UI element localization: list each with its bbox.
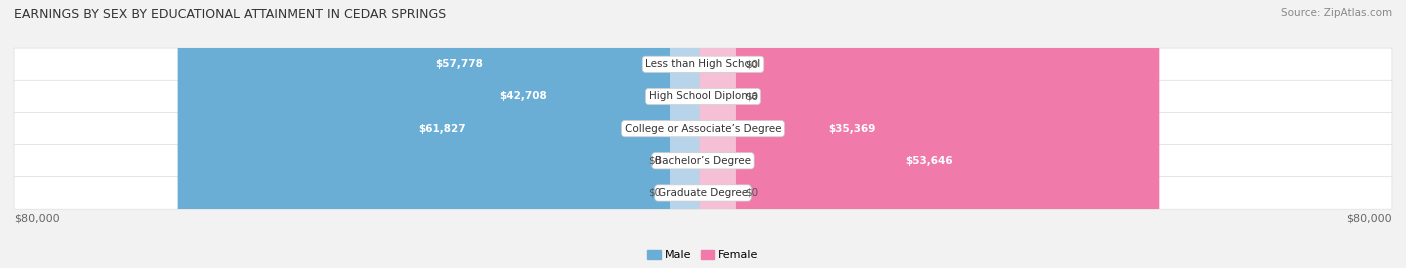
FancyBboxPatch shape (212, 0, 706, 268)
Text: High School Diploma: High School Diploma (648, 91, 758, 102)
Text: $0: $0 (648, 156, 661, 166)
Text: $35,369: $35,369 (828, 124, 876, 134)
Text: Graduate Degree: Graduate Degree (658, 188, 748, 198)
FancyBboxPatch shape (14, 80, 1392, 113)
Text: $53,646: $53,646 (905, 156, 953, 166)
Text: $80,000: $80,000 (1347, 214, 1392, 224)
Text: $61,827: $61,827 (418, 124, 465, 134)
Text: College or Associate’s Degree: College or Associate’s Degree (624, 124, 782, 134)
Text: $57,778: $57,778 (434, 59, 484, 69)
Text: $80,000: $80,000 (14, 214, 59, 224)
Text: $0: $0 (745, 188, 758, 198)
Text: $42,708: $42,708 (499, 91, 547, 102)
Text: Less than High School: Less than High School (645, 59, 761, 69)
FancyBboxPatch shape (14, 144, 1392, 177)
FancyBboxPatch shape (700, 0, 735, 268)
FancyBboxPatch shape (177, 0, 706, 268)
Text: $0: $0 (648, 188, 661, 198)
FancyBboxPatch shape (700, 0, 735, 268)
FancyBboxPatch shape (700, 0, 1160, 268)
Text: $0: $0 (745, 59, 758, 69)
FancyBboxPatch shape (14, 48, 1392, 81)
FancyBboxPatch shape (671, 0, 706, 268)
Legend: Male, Female: Male, Female (643, 245, 763, 265)
FancyBboxPatch shape (339, 0, 706, 268)
FancyBboxPatch shape (671, 0, 706, 268)
Text: $0: $0 (745, 91, 758, 102)
FancyBboxPatch shape (700, 0, 1005, 268)
Text: Source: ZipAtlas.com: Source: ZipAtlas.com (1281, 8, 1392, 18)
Text: EARNINGS BY SEX BY EDUCATIONAL ATTAINMENT IN CEDAR SPRINGS: EARNINGS BY SEX BY EDUCATIONAL ATTAINMEN… (14, 8, 446, 21)
FancyBboxPatch shape (700, 0, 735, 268)
FancyBboxPatch shape (14, 177, 1392, 209)
Text: Bachelor’s Degree: Bachelor’s Degree (655, 156, 751, 166)
FancyBboxPatch shape (14, 112, 1392, 145)
